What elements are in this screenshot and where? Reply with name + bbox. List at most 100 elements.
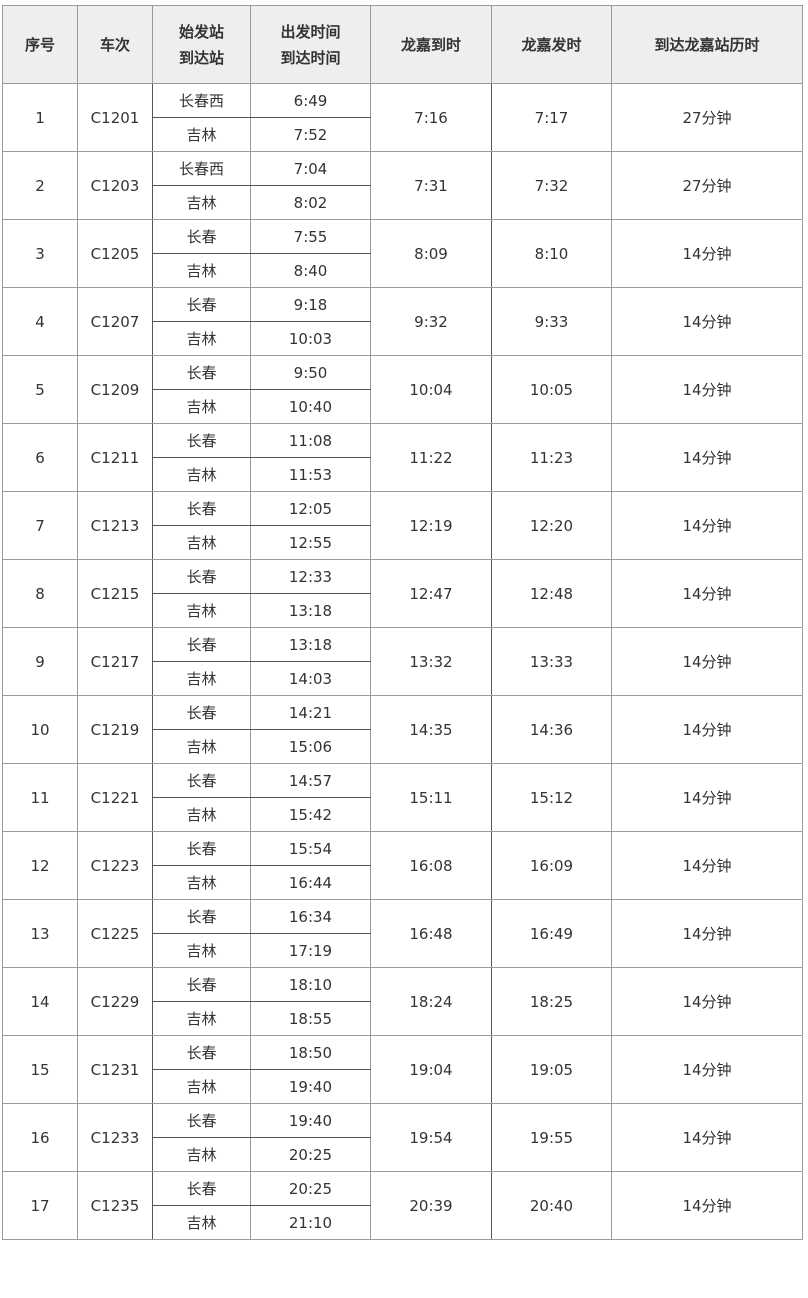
cell-lj-arrive: 18:24 <box>370 967 492 1036</box>
cell-to-station: 吉林 <box>152 797 251 832</box>
cell-arrive-time: 13:18 <box>250 593 371 628</box>
table-row-sub: 吉林 16:44 <box>3 865 803 900</box>
cell-arrive-time: 12:55 <box>250 525 371 560</box>
table-row: 2 C1203 长春西 7:04 7:31 7:32 27分钟 <box>2 151 803 220</box>
cell-train: C1213 <box>77 491 153 560</box>
cell-from-station: 长春 <box>152 423 251 458</box>
cell-lj-depart: 11:23 <box>491 423 612 492</box>
cell-depart-time: 20:25 <box>250 1171 371 1206</box>
cell-depart-time: 13:18 <box>250 627 371 662</box>
cell-duration: 14分钟 <box>611 627 803 696</box>
table-row-sub: 吉林 8:40 <box>3 253 803 288</box>
table-row-sub: 吉林 7:52 <box>3 117 803 152</box>
cell-depart-time: 15:54 <box>250 831 371 866</box>
table-row: 7 C1213 长春 12:05 12:19 12:20 14分钟 <box>2 491 803 560</box>
table-row-sub: 吉林 17:19 <box>3 933 803 968</box>
cell-duration: 14分钟 <box>611 1035 803 1104</box>
cell-duration: 14分钟 <box>611 559 803 628</box>
cell-duration: 27分钟 <box>611 83 803 152</box>
cell-lj-arrive: 14:35 <box>370 695 492 764</box>
header-time-bottom: 到达时间 <box>280 48 341 67</box>
cell-from-station: 长春 <box>152 491 251 526</box>
cell-depart-time: 14:21 <box>250 695 371 730</box>
cell-to-station: 吉林 <box>152 1205 251 1240</box>
table-row: 6 C1211 长春 11:08 11:22 11:23 14分钟 <box>2 423 803 492</box>
cell-lj-arrive: 8:09 <box>370 219 492 288</box>
cell-depart-time: 14:57 <box>250 763 371 798</box>
header-time-top: 出发时间 <box>280 22 341 41</box>
cell-to-station: 吉林 <box>152 457 251 492</box>
cell-arrive-time: 10:40 <box>250 389 371 424</box>
cell-duration: 14分钟 <box>611 423 803 492</box>
cell-train: C1221 <box>77 763 153 832</box>
cell-from-station: 长春西 <box>152 83 251 118</box>
cell-to-station: 吉林 <box>152 321 251 356</box>
cell-depart-time: 12:05 <box>250 491 371 526</box>
cell-lj-depart: 12:48 <box>491 559 612 628</box>
cell-seq: 7 <box>2 491 78 560</box>
cell-to-station: 吉林 <box>152 117 251 152</box>
cell-lj-depart: 19:55 <box>491 1103 612 1172</box>
cell-depart-time: 18:10 <box>250 967 371 1002</box>
cell-lj-arrive: 12:19 <box>370 491 492 560</box>
cell-lj-arrive: 7:31 <box>370 151 492 220</box>
timetable-body: 1 C1201 长春西 6:49 7:16 7:17 27分钟 吉林 7:52 2 C1203 长春西… <box>2 83 803 1240</box>
cell-seq: 2 <box>2 151 78 220</box>
header-duration: 到达龙嘉站历时 <box>611 5 803 84</box>
cell-train: C1231 <box>77 1035 153 1104</box>
cell-arrive-time: 8:40 <box>250 253 371 288</box>
cell-seq: 14 <box>2 967 78 1036</box>
cell-lj-arrive: 13:32 <box>370 627 492 696</box>
table-row-sub: 吉林 10:40 <box>3 389 803 424</box>
table-row-sub: 吉林 15:42 <box>3 797 803 832</box>
table-row: 10 C1219 长春 14:21 14:35 14:36 14分钟 <box>2 695 803 764</box>
cell-arrive-time: 16:44 <box>250 865 371 900</box>
table-row: 5 C1209 长春 9:50 10:04 10:05 14分钟 <box>2 355 803 424</box>
cell-duration: 14分钟 <box>611 899 803 968</box>
cell-seq: 16 <box>2 1103 78 1172</box>
cell-from-station: 长春 <box>152 695 251 730</box>
cell-depart-time: 7:55 <box>250 219 371 254</box>
cell-arrive-time: 7:52 <box>250 117 371 152</box>
cell-lj-depart: 8:10 <box>491 219 612 288</box>
cell-duration: 14分钟 <box>611 967 803 1036</box>
cell-duration: 14分钟 <box>611 355 803 424</box>
table-row-sub: 吉林 13:18 <box>3 593 803 628</box>
table-row-sub: 吉林 15:06 <box>3 729 803 764</box>
header-train: 车次 <box>77 5 153 84</box>
cell-to-station: 吉林 <box>152 1001 251 1036</box>
timetable-container: 序号 车次 始发站 到达站 出发时间 到达时间 龙嘉到时 龙嘉发时 到达龙嘉站历… <box>2 5 803 1240</box>
cell-train: C1201 <box>77 83 153 152</box>
cell-from-station: 长春 <box>152 831 251 866</box>
table-row: 9 C1217 长春 13:18 13:32 13:33 14分钟 <box>2 627 803 696</box>
cell-to-station: 吉林 <box>152 525 251 560</box>
cell-to-station: 吉林 <box>152 729 251 764</box>
cell-lj-depart: 14:36 <box>491 695 612 764</box>
train-timetable: 序号 车次 始发站 到达站 出发时间 到达时间 龙嘉到时 龙嘉发时 到达龙嘉站历… <box>2 5 803 1240</box>
cell-arrive-time: 15:42 <box>250 797 371 832</box>
table-row-sub: 吉林 18:55 <box>3 1001 803 1036</box>
cell-from-station: 长春 <box>152 1103 251 1138</box>
cell-from-station: 长春 <box>152 899 251 934</box>
cell-train: C1217 <box>77 627 153 696</box>
table-row-sub: 吉林 20:25 <box>3 1137 803 1172</box>
cell-from-station: 长春 <box>152 287 251 322</box>
header-lj-arrive: 龙嘉到时 <box>370 5 492 84</box>
table-row-sub: 吉林 8:02 <box>3 185 803 220</box>
header-station-top: 始发站 <box>178 22 224 41</box>
cell-seq: 5 <box>2 355 78 424</box>
cell-seq: 12 <box>2 831 78 900</box>
header-station-bottom: 到达站 <box>178 48 224 67</box>
cell-to-station: 吉林 <box>152 185 251 220</box>
cell-lj-arrive: 16:08 <box>370 831 492 900</box>
cell-duration: 14分钟 <box>611 695 803 764</box>
cell-seq: 17 <box>2 1171 78 1240</box>
cell-duration: 14分钟 <box>611 831 803 900</box>
table-row: 4 C1207 长春 9:18 9:32 9:33 14分钟 <box>2 287 803 356</box>
cell-train: C1235 <box>77 1171 153 1240</box>
cell-depart-time: 18:50 <box>250 1035 371 1070</box>
cell-duration: 14分钟 <box>611 1171 803 1240</box>
cell-train: C1205 <box>77 219 153 288</box>
cell-seq: 10 <box>2 695 78 764</box>
cell-lj-arrive: 12:47 <box>370 559 492 628</box>
